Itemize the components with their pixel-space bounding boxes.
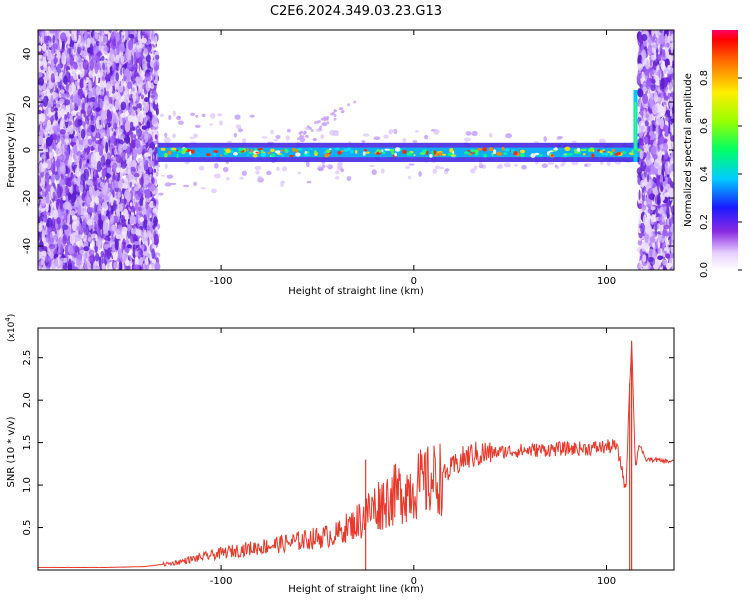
colorbar: 0.0 0.2 0.4 0.6 0.8 Normalized spectral ampl…	[683, 30, 742, 278]
spectral-spike	[633, 90, 638, 162]
spectrogram-x-tick-label: 0	[411, 276, 417, 287]
snr-plot: -100 0 100 0.5 1.0 1.5 2.0 2.5 Height of straig…	[4, 314, 675, 595]
colorbar-tick-label: 0.8	[699, 70, 710, 86]
upper-streak	[296, 100, 357, 141]
spectrogram-y-tick-label: 0	[22, 147, 33, 153]
snr-frame	[37, 327, 675, 571]
spectrogram-ylabel: Frequency (Hz)	[6, 112, 17, 188]
snr-y-tick-label: 1.5	[22, 435, 33, 451]
snr-exponent-label: (x104)	[4, 314, 17, 342]
snr-ylabel: SNR (10 * v/v)	[6, 416, 17, 487]
colorbar-tick-label: 0.6	[699, 118, 710, 134]
snr-exponent-close: )	[7, 314, 17, 318]
spectrogram-x-tick-label: -100	[210, 276, 233, 287]
snr-xlabel: Height of straight line (km)	[288, 584, 424, 595]
snr-y-tick-label: 2.0	[22, 392, 33, 408]
snr-y-tick-label: 0.5	[22, 520, 33, 536]
snr-exponent-power: 4	[4, 317, 12, 322]
snr-y-tick-label: 2.5	[22, 350, 33, 366]
snr-x-tick-label: -100	[210, 576, 233, 587]
snr-x-tick-label: 100	[597, 576, 616, 587]
spectrogram-plot: -100 0 100 40 20 0 -20 -40 Height of straight l…	[6, 29, 675, 297]
snr-x-tick-label: 0	[411, 576, 417, 587]
spectrogram-y-tick-label: 40	[22, 48, 33, 61]
noise-region	[636, 30, 674, 270]
colorbar-gradient	[712, 30, 738, 270]
colorbar-tick-label: 0.0	[699, 262, 710, 278]
figure-title: C2E6.2024.349.03.23.G13	[270, 4, 442, 19]
colorbar-label: Normalized spectral amplitude	[683, 73, 694, 227]
spectrogram-y-tick-label: -20	[22, 190, 33, 206]
colorbar-tick-label: 0.2	[699, 214, 710, 230]
noise-region	[38, 30, 161, 270]
snr-y-tick-label: 1.0	[22, 477, 33, 493]
spectrogram-xlabel: Height of straight line (km)	[288, 286, 424, 297]
signal-band	[157, 110, 642, 196]
colorbar-tick-label: 0.4	[699, 166, 710, 182]
snr-exponent-base: (x10	[7, 321, 17, 342]
spectrogram-y-tick-label: 20	[22, 96, 33, 109]
spectrogram-x-tick-label: 100	[597, 276, 616, 287]
spectrogram-y-tick-label: -40	[22, 238, 33, 254]
snr-line	[38, 343, 674, 569]
